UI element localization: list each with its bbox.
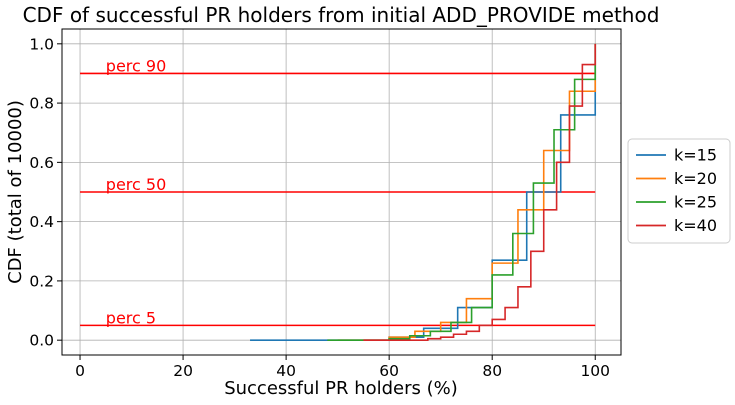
y-tick-label: 0.8 <box>29 95 54 113</box>
chart-title: CDF of successful PR holders from initia… <box>23 3 660 27</box>
x-axis-label: Successful PR holders (%) <box>224 378 458 399</box>
x-tick-label: 40 <box>276 362 296 380</box>
x-tick-label: 20 <box>173 362 193 380</box>
legend-label: k=20 <box>674 169 717 188</box>
series-line-k-25 <box>327 43 597 341</box>
legend-label: k=40 <box>674 216 717 235</box>
x-tick-label: 60 <box>379 362 399 380</box>
percentile-lines: perc 90 perc 50 perc 5 <box>80 56 596 327</box>
y-axis-label: CDF (total of 10000) <box>5 100 26 284</box>
x-tick-label: 100 <box>580 362 610 380</box>
x-tick-label: 0 <box>75 362 85 380</box>
y-axis-ticks: 0.0 0.2 0.4 0.6 0.8 1.0 <box>29 35 62 350</box>
series-line-k-40 <box>363 43 597 341</box>
percentile-label: perc 50 <box>106 175 166 194</box>
x-tick-label: 80 <box>482 362 502 380</box>
y-tick-label: 0.2 <box>29 272 54 290</box>
x-axis-ticks: 0 20 40 60 80 100 <box>75 355 610 380</box>
y-tick-label: 1.0 <box>29 35 54 53</box>
y-tick-label: 0.0 <box>29 332 54 350</box>
legend-label: k=15 <box>674 146 717 165</box>
plot-frame <box>61 28 622 356</box>
y-tick-label: 0.6 <box>29 154 54 172</box>
percentile-label: perc 5 <box>106 308 156 327</box>
legend-box <box>627 138 731 244</box>
legend: k=15 k=20 k=25 k=40 <box>627 138 731 244</box>
percentile-label: perc 90 <box>106 56 166 75</box>
legend-label: k=25 <box>674 193 717 212</box>
series-lines <box>250 43 597 341</box>
y-tick-label: 0.4 <box>29 213 54 231</box>
